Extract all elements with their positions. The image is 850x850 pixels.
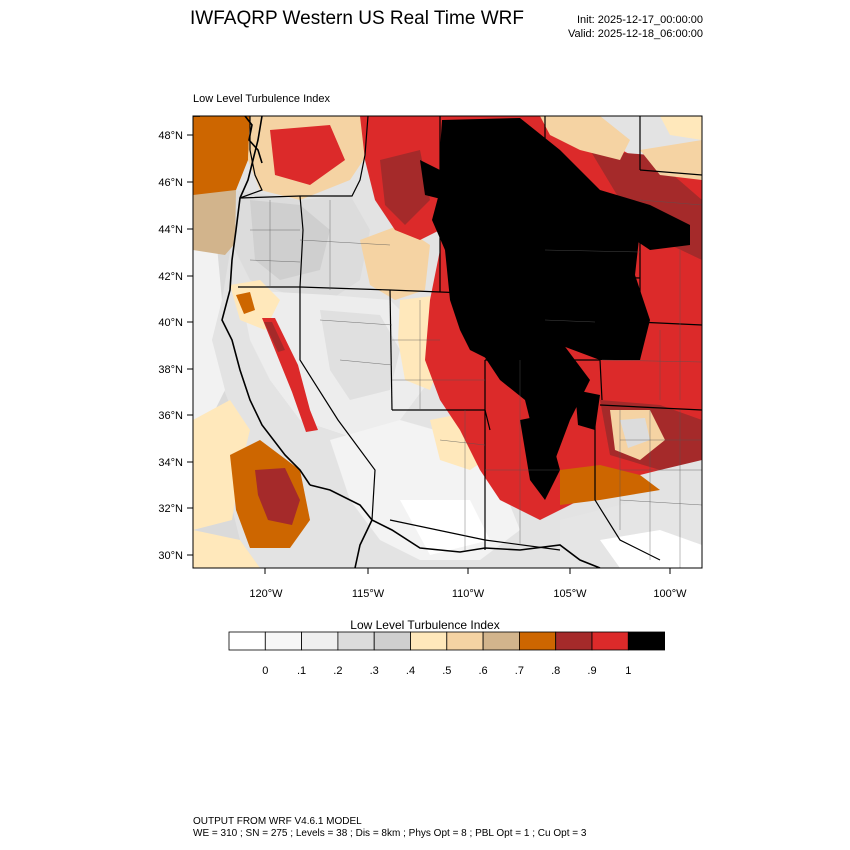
lat-label-46: 46°N <box>158 177 183 189</box>
lon-label-120: 120°W <box>249 588 283 600</box>
latitude-axis: 48°N 46°N 44°N 42°N 40°N 38°N 36°N 34°N … <box>158 130 193 562</box>
plot-title: Low Level Turbulence Index <box>193 93 330 105</box>
colorbar-swatch <box>482 631 520 651</box>
colorbar-swatch <box>591 631 629 651</box>
colorbar-swatch <box>410 631 448 651</box>
footer-model-line: OUTPUT FROM WRF V4.6.1 MODEL <box>193 816 362 827</box>
lat-label-40: 40°N <box>158 317 183 329</box>
colorbar-swatch <box>264 631 302 651</box>
lat-label-38: 38°N <box>158 364 183 376</box>
colorbar-tick-label: .4 <box>406 665 415 677</box>
lon-label-105: 105°W <box>553 588 587 600</box>
colorbar-tick-label: 0 <box>262 665 268 677</box>
map-panel <box>193 116 702 568</box>
lat-label-32: 32°N <box>158 503 183 515</box>
longitude-axis: 120°W 115°W 110°W 105°W 100°W <box>249 568 687 600</box>
colorbar-tick-label: .9 <box>587 665 596 677</box>
colorbar-tick-label: .7 <box>515 665 524 677</box>
colorbar-swatch <box>301 631 339 651</box>
lon-label-100: 100°W <box>653 588 687 600</box>
lat-label-30: 30°N <box>158 550 183 562</box>
colorbar-swatch <box>555 631 593 651</box>
colorbar-tick-label: .5 <box>442 665 451 677</box>
colorbar-swatch <box>228 631 266 651</box>
lon-label-110: 110°W <box>452 588 485 600</box>
lon-label-115: 115°W <box>352 588 385 600</box>
colorbar-tick-label: 1 <box>625 665 631 677</box>
lat-label-42: 42°N <box>158 271 183 283</box>
colorbar-swatch <box>519 631 557 651</box>
valid-time: Valid: 2025-12-18_06:00:00 <box>568 28 703 40</box>
colorbar-swatch <box>373 631 411 651</box>
colorbar-tick-label: .6 <box>479 665 488 677</box>
lat-label-44: 44°N <box>158 224 183 236</box>
colorbar-title: Low Level Turbulence Index <box>350 618 500 632</box>
colorbar: 0 .1 .2 .3 .4 .5 .6 .7 .8 .9 1 <box>228 631 665 677</box>
init-time: Init: 2025-12-17_00:00:00 <box>577 14 703 26</box>
colorbar-swatch <box>627 631 665 651</box>
colorbar-tick-label: .3 <box>370 665 379 677</box>
map-frame <box>192 115 703 569</box>
lat-label-36: 36°N <box>158 410 183 422</box>
footer-config-line: WE = 310 ; SN = 275 ; Levels = 38 ; Dis … <box>193 828 587 839</box>
colorbar-swatch <box>446 631 484 651</box>
colorbar-tick-label: .2 <box>333 665 342 677</box>
main-title: IWFAQRP Western US Real Time WRF <box>190 8 524 29</box>
colorbar-tick-label: .8 <box>551 665 560 677</box>
colorbar-tick-label: .1 <box>297 665 306 677</box>
lat-label-34: 34°N <box>158 457 183 469</box>
lat-label-48: 48°N <box>158 130 183 142</box>
colorbar-swatch <box>337 631 375 651</box>
